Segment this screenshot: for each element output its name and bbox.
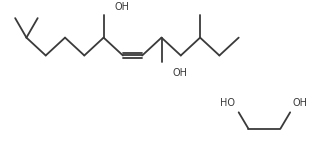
Text: OH: OH [115,2,130,12]
Text: OH: OH [292,98,307,108]
Text: OH: OH [173,68,188,78]
Text: HO: HO [220,98,235,108]
